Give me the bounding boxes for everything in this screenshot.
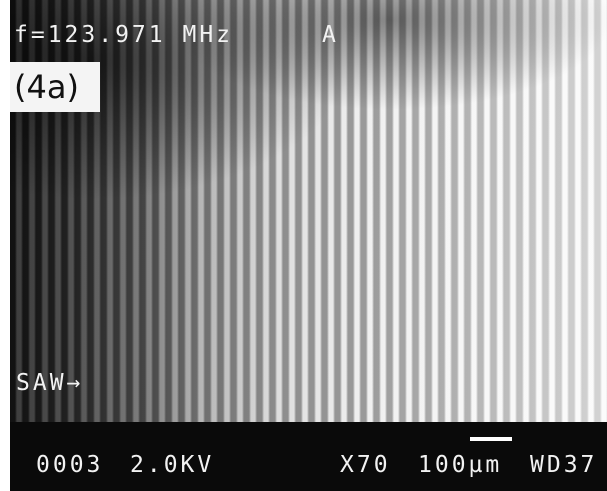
wave-label: SAW→ <box>16 370 83 396</box>
marker: A <box>322 22 339 48</box>
voltage: 2.0KV <box>130 452 214 478</box>
magnification: X70 <box>340 452 391 478</box>
border <box>0 0 10 491</box>
working-distance: WD37 <box>530 452 597 478</box>
panel-label: (4a) <box>10 62 100 112</box>
scale-bar <box>470 437 512 441</box>
scale: 100µm <box>418 452 502 478</box>
frequency: f=123.971 MHz <box>14 22 233 48</box>
micrograph: f=123.971 MHz A (4a) SAW→ 0003 2.0KV X70… <box>0 0 607 491</box>
image-number: 0003 <box>36 452 103 478</box>
